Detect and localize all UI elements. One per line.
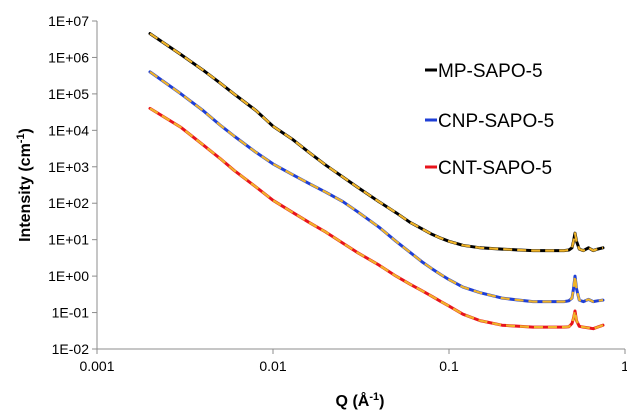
legend-item-cnp: CNP-SAPO-5 (425, 111, 554, 132)
series-line-1 (148, 70, 605, 304)
x-tick-group: 0.001 0.01 0.1 1 (79, 349, 627, 374)
y-tick-label: 1E+03 (48, 159, 89, 175)
y-tick-label: 1E-02 (52, 341, 90, 357)
plot-area: 1E-02 1E-01 1E+00 1E+01 1E+02 1E+03 1E+04 1E+05… (48, 13, 627, 374)
x-tick-label: 1 (621, 358, 627, 374)
legend-item-mp: MP-SAPO-5 (425, 61, 543, 82)
y-tick-label: 1E+02 (48, 195, 89, 211)
y-tick-label: 1E-01 (52, 305, 90, 321)
x-tick-label: 0.001 (79, 358, 114, 374)
x-tick-label: 0.1 (439, 358, 459, 374)
y-tick-group: 1E-02 1E-01 1E+00 1E+01 1E+02 1E+03 1E+04 1E+05… (48, 13, 97, 357)
legend-label-cnp: CNP-SAPO-5 (438, 111, 554, 132)
y-axis-title-base: Intensity (cm (17, 143, 34, 242)
legend-label-mp: MP-SAPO-5 (438, 61, 543, 82)
series-fit-line-2 (149, 107, 604, 330)
legend: MP-SAPO-5 CNP-SAPO-5 CNT-SAPO-5 (425, 61, 554, 179)
y-tick-label: 1E+00 (48, 268, 89, 284)
x-axis-title-sup: -1 (369, 391, 379, 403)
series-fit-line-0 (149, 32, 604, 252)
y-axis-title-sup: -1 (15, 133, 27, 143)
series-layer (148, 32, 605, 331)
legend-label-cnt: CNT-SAPO-5 (438, 158, 552, 179)
y-tick-label: 1E+01 (48, 232, 89, 248)
y-tick-label: 1E+07 (48, 13, 89, 29)
x-axis-title: Q (Å-1) (336, 391, 385, 410)
x-axis-title-base: Q (Å (336, 391, 370, 410)
legend-item-cnt: CNT-SAPO-5 (425, 158, 552, 179)
y-tick-label: 1E+04 (48, 122, 89, 138)
x-axis-title-close: ) (379, 393, 384, 410)
series-fit-line-1 (149, 71, 604, 303)
x-tick-label: 0.01 (259, 358, 286, 374)
y-tick-label: 1E+05 (48, 86, 89, 102)
y-axis-title-close: ) (17, 128, 34, 133)
series-line-2 (148, 106, 605, 331)
y-tick-label: 1E+06 (48, 49, 89, 65)
y-axis-title: Intensity (cm-1) (15, 128, 34, 242)
